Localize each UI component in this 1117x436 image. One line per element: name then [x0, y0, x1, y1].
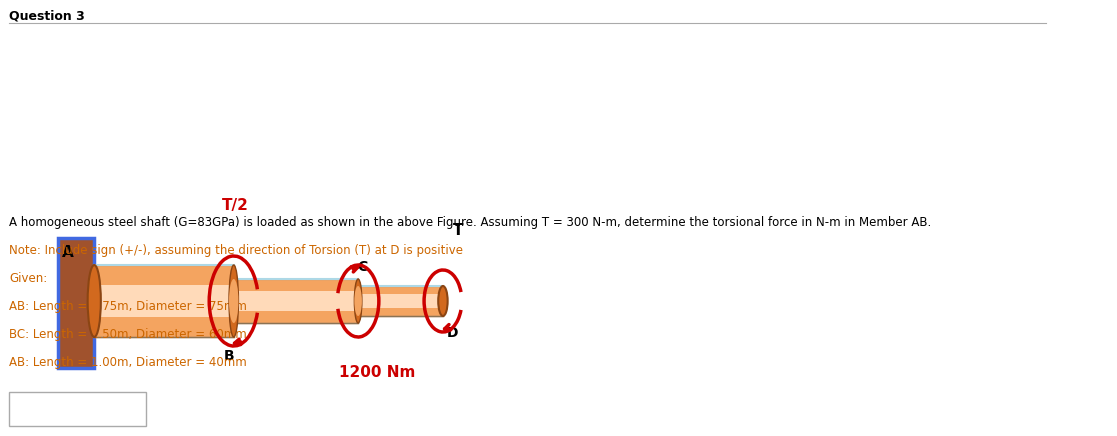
Text: C: C [357, 260, 367, 274]
Ellipse shape [229, 279, 238, 323]
FancyBboxPatch shape [9, 392, 146, 426]
Text: 1200 Nm: 1200 Nm [338, 365, 416, 380]
Text: A: A [61, 245, 74, 260]
Text: D: D [447, 326, 458, 340]
Ellipse shape [229, 265, 238, 337]
FancyBboxPatch shape [94, 265, 233, 337]
Text: Given:: Given: [9, 272, 48, 285]
Ellipse shape [438, 286, 448, 316]
Text: AB: Length = 1.75m, Diameter = 75mm: AB: Length = 1.75m, Diameter = 75mm [9, 300, 247, 313]
Ellipse shape [354, 279, 362, 323]
FancyBboxPatch shape [359, 294, 443, 308]
FancyBboxPatch shape [233, 291, 359, 311]
Text: B: B [223, 349, 235, 363]
FancyBboxPatch shape [58, 238, 94, 368]
Text: AB: Length = 1.00m, Diameter = 40mm: AB: Length = 1.00m, Diameter = 40mm [9, 356, 247, 369]
Text: A homogeneous steel shaft (G=83GPa) is loaded as shown in the above Figure. Assu: A homogeneous steel shaft (G=83GPa) is l… [9, 216, 932, 229]
Text: T/2: T/2 [222, 198, 249, 213]
FancyBboxPatch shape [359, 286, 443, 316]
Text: Question 3: Question 3 [9, 10, 85, 23]
FancyBboxPatch shape [233, 279, 359, 323]
Text: T: T [452, 223, 464, 238]
Ellipse shape [87, 265, 101, 337]
Text: BC: Length = 1.50m, Diameter = 60mm: BC: Length = 1.50m, Diameter = 60mm [9, 328, 247, 341]
Ellipse shape [354, 286, 362, 316]
Text: Note: Include sign (+/-), assuming the direction of Torsion (T) at D is positive: Note: Include sign (+/-), assuming the d… [9, 244, 464, 257]
FancyBboxPatch shape [94, 285, 233, 317]
